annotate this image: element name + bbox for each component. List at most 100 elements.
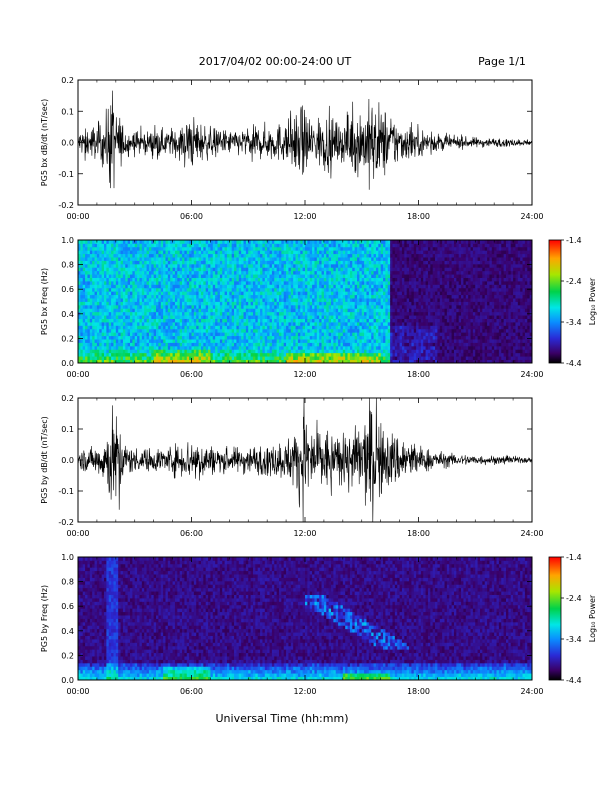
heat-cell <box>359 284 363 289</box>
heat-cell <box>399 345 403 350</box>
heat-cell <box>260 322 263 326</box>
heat-cell <box>390 359 393 364</box>
heat-cell <box>122 257 126 261</box>
heat-cell <box>354 311 358 316</box>
heat-cell <box>321 243 325 248</box>
heat-cell <box>252 267 256 272</box>
heat-cell <box>226 325 230 330</box>
heat-cell <box>383 243 386 248</box>
heat-cell <box>354 339 358 343</box>
heat-cell <box>106 352 110 357</box>
heat-cell <box>352 257 356 261</box>
heat-cell <box>316 345 320 350</box>
heat-cell <box>257 277 261 282</box>
heat-cell <box>262 263 266 268</box>
heat-cell <box>333 243 337 248</box>
heat-cell <box>203 267 207 272</box>
heat-cell <box>179 311 183 316</box>
heat-cell <box>191 287 195 292</box>
heat-cell <box>132 349 136 354</box>
heat-cell <box>326 294 330 299</box>
heat-cell <box>134 322 138 326</box>
heat-cell <box>383 342 386 347</box>
heat-cell <box>115 315 119 319</box>
heat-cell <box>328 257 332 261</box>
heat-cell <box>364 267 367 272</box>
heat-cell <box>127 287 131 292</box>
heat-cell <box>113 325 117 330</box>
heat-cell <box>234 240 237 244</box>
heat-cell <box>146 246 150 251</box>
heat-cell <box>349 345 353 350</box>
heat-cell <box>359 263 363 268</box>
heat-cell <box>399 339 403 343</box>
heat-cell <box>130 267 133 272</box>
heat-cell <box>146 243 150 248</box>
heat-cell <box>357 328 360 333</box>
heat-cell <box>281 335 285 340</box>
heat-cell <box>323 287 327 292</box>
heat-cell <box>267 345 270 350</box>
heat-cell <box>378 263 382 268</box>
heat-cell <box>373 240 377 244</box>
heat-cell <box>120 342 124 347</box>
y-tick-label: -0.2 <box>58 201 74 210</box>
heat-cell <box>328 250 332 255</box>
heat-cell <box>357 301 360 306</box>
heat-cell <box>165 342 169 347</box>
heat-cell <box>80 284 84 289</box>
heat-cell <box>309 267 313 272</box>
heat-cell <box>113 250 117 255</box>
heat-cell <box>177 284 181 289</box>
heat-cell <box>241 298 244 302</box>
heat-cell <box>118 356 121 360</box>
heat-cell <box>134 291 138 296</box>
heat-cell <box>184 291 188 296</box>
heat-cell <box>80 243 84 248</box>
heat-cell <box>262 270 266 275</box>
heat-cell <box>172 260 176 265</box>
heat-cell <box>260 281 263 285</box>
heat-cell <box>186 291 190 296</box>
heat-cell <box>243 263 247 268</box>
heat-cell <box>321 308 325 313</box>
heat-cell <box>153 291 157 296</box>
heat-cell <box>349 339 353 343</box>
heat-cell <box>394 356 398 360</box>
heat-cell <box>212 281 216 285</box>
heat-cell <box>200 270 204 275</box>
heat-cell <box>333 335 337 340</box>
heat-cell <box>368 352 372 357</box>
heat-cell <box>99 304 103 309</box>
heat-cell <box>243 322 247 326</box>
heat-cell <box>113 243 117 248</box>
heat-cell <box>158 246 162 251</box>
heat-cell <box>130 281 133 285</box>
heat-cell <box>321 298 325 302</box>
heat-cell <box>148 284 152 289</box>
heat-cell <box>295 332 299 337</box>
heat-cell <box>392 298 396 302</box>
heat-cell <box>359 311 363 316</box>
heat-cell <box>205 332 209 337</box>
heat-cell <box>115 308 119 313</box>
heat-cell <box>347 335 351 340</box>
heat-cell <box>300 281 304 285</box>
heat-cell <box>144 339 147 343</box>
heat-cell <box>387 270 391 275</box>
heat-cell <box>196 308 199 313</box>
heat-cell <box>104 270 107 275</box>
heat-cell <box>248 352 252 357</box>
heat-cell <box>193 359 197 364</box>
heat-cell <box>326 304 330 309</box>
heat-cell <box>151 322 155 326</box>
heat-cell <box>165 328 169 333</box>
heat-cell <box>179 267 183 272</box>
heat-cell <box>170 274 173 278</box>
heat-cell <box>122 298 126 302</box>
heat-cell <box>380 298 384 302</box>
heat-cell <box>286 250 289 255</box>
heat-cell <box>144 263 147 268</box>
heat-cell <box>276 277 280 282</box>
heat-cell <box>132 318 136 323</box>
